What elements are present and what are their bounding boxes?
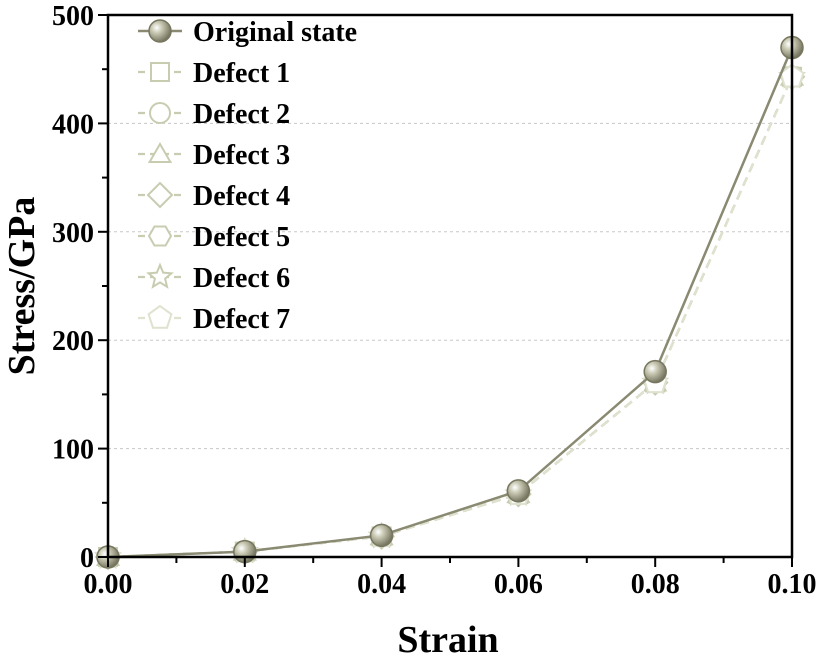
legend-label: Original state <box>193 17 357 48</box>
series-line <box>107 76 794 559</box>
legend-label: Defect 4 <box>193 181 290 212</box>
y-tick-label: 300 <box>52 218 94 249</box>
y-tick-label: 500 <box>52 1 94 32</box>
legend-label: Defect 7 <box>193 304 290 335</box>
legend-label: Defect 3 <box>193 140 290 171</box>
x-tick-label: 0.06 <box>494 569 543 600</box>
legend-marker <box>149 102 171 124</box>
y-tick-label: 200 <box>52 326 94 357</box>
legend-entry: Original state <box>138 17 357 48</box>
series-line <box>107 47 794 559</box>
axes: 0.00 0.02 0.04 0.06 0.08 0.10 0 100 200 300 400 500 <box>52 1 817 600</box>
data-point <box>506 479 531 503</box>
legend-entry: Defect 7 <box>138 304 290 335</box>
legend-entry: Defect 5 <box>138 222 290 253</box>
y-axis-title: Stress/GPa <box>1 197 43 376</box>
x-tick-label: 0.00 <box>84 569 133 600</box>
series-original-state <box>96 35 804 569</box>
legend-marker <box>146 181 174 209</box>
legend-entry: Defect 1 <box>138 58 290 89</box>
x-tick-label: 0.04 <box>357 569 406 600</box>
legend-entry: Defect 6 <box>138 262 290 294</box>
legend-marker <box>148 19 172 43</box>
y-tick-label: 0 <box>80 543 94 574</box>
data-point <box>369 523 394 548</box>
legend-entry: Defect 2 <box>138 99 290 130</box>
x-tick-label: 0.02 <box>220 569 269 600</box>
plot-series <box>94 35 806 571</box>
x-tick-label: 0.08 <box>631 569 680 600</box>
legend-marker <box>147 304 173 329</box>
x-tick-label: 0.10 <box>768 569 817 600</box>
legend-label: Defect 1 <box>193 58 290 89</box>
legend-marker <box>147 225 173 247</box>
legend-label: Defect 6 <box>193 263 290 294</box>
legend-entry: Defect 3 <box>138 140 290 171</box>
legend: Original state Defect 1 Defect 2 Defect 3 De… <box>138 17 357 335</box>
y-tick-label: 100 <box>52 435 94 466</box>
legend-marker <box>146 262 174 289</box>
legend-marker <box>147 141 173 163</box>
grid-lines <box>108 122 792 450</box>
legend-marker <box>150 62 170 82</box>
legend-label: Defect 2 <box>193 99 290 130</box>
legend-label: Defect 5 <box>193 222 290 253</box>
data-point <box>643 359 667 384</box>
x-axis-title: Strain <box>397 619 498 659</box>
legend-entry: Defect 4 <box>138 181 290 212</box>
y-tick-label: 400 <box>52 109 94 140</box>
